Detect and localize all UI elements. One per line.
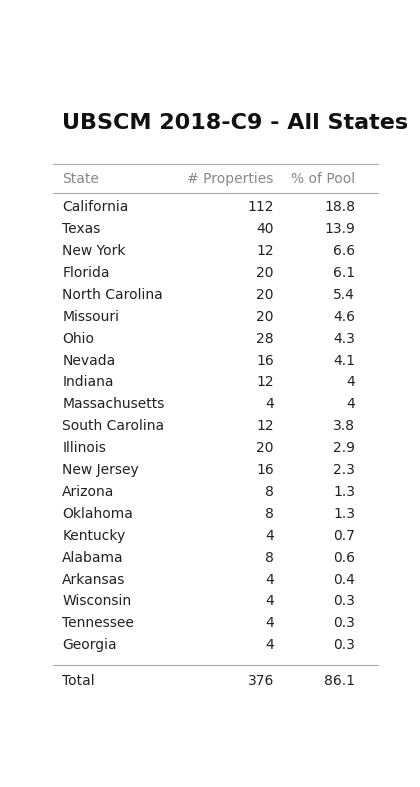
Text: 6.1: 6.1 — [333, 266, 355, 280]
Text: Texas: Texas — [62, 222, 101, 236]
Text: 8: 8 — [265, 551, 274, 564]
Text: 20: 20 — [256, 310, 274, 323]
Text: Georgia: Georgia — [62, 638, 117, 652]
Text: 4: 4 — [265, 594, 274, 608]
Text: Illinois: Illinois — [62, 441, 106, 455]
Text: 20: 20 — [256, 441, 274, 455]
Text: 6.6: 6.6 — [333, 244, 355, 258]
Text: 4: 4 — [346, 375, 355, 390]
Text: 0.7: 0.7 — [333, 529, 355, 543]
Text: 28: 28 — [256, 331, 274, 345]
Text: California: California — [62, 200, 129, 214]
Text: 20: 20 — [256, 288, 274, 301]
Text: Nevada: Nevada — [62, 353, 116, 368]
Text: 4: 4 — [265, 638, 274, 652]
Text: Ohio: Ohio — [62, 331, 94, 345]
Text: 1.3: 1.3 — [333, 507, 355, 521]
Text: 86.1: 86.1 — [324, 674, 355, 689]
Text: 4: 4 — [346, 397, 355, 412]
Text: 4.6: 4.6 — [333, 310, 355, 323]
Text: 3.8: 3.8 — [333, 419, 355, 433]
Text: New Jersey: New Jersey — [62, 463, 139, 477]
Text: Florida: Florida — [62, 266, 110, 280]
Text: Wisconsin: Wisconsin — [62, 594, 131, 608]
Text: 4: 4 — [265, 529, 274, 543]
Text: Total: Total — [62, 674, 95, 689]
Text: 2.9: 2.9 — [333, 441, 355, 455]
Text: 13.9: 13.9 — [324, 222, 355, 236]
Text: 8: 8 — [265, 485, 274, 499]
Text: 20: 20 — [256, 266, 274, 280]
Text: 376: 376 — [247, 674, 274, 689]
Text: 40: 40 — [256, 222, 274, 236]
Text: 2.3: 2.3 — [333, 463, 355, 477]
Text: 8: 8 — [265, 507, 274, 521]
Text: 12: 12 — [256, 244, 274, 258]
Text: Arkansas: Arkansas — [62, 572, 126, 586]
Text: 4: 4 — [265, 397, 274, 412]
Text: UBSCM 2018-C9 - All States: UBSCM 2018-C9 - All States — [62, 113, 408, 133]
Text: 0.4: 0.4 — [333, 572, 355, 586]
Text: State: State — [62, 172, 99, 186]
Text: 4.1: 4.1 — [333, 353, 355, 368]
Text: 0.3: 0.3 — [333, 616, 355, 630]
Text: 16: 16 — [256, 353, 274, 368]
Text: 5.4: 5.4 — [333, 288, 355, 301]
Text: South Carolina: South Carolina — [62, 419, 164, 433]
Text: 1.3: 1.3 — [333, 485, 355, 499]
Text: 4: 4 — [265, 572, 274, 586]
Text: 12: 12 — [256, 375, 274, 390]
Text: Missouri: Missouri — [62, 310, 119, 323]
Text: 4.3: 4.3 — [333, 331, 355, 345]
Text: # Properties: # Properties — [187, 172, 274, 186]
Text: Indiana: Indiana — [62, 375, 114, 390]
Text: 112: 112 — [247, 200, 274, 214]
Text: Arizona: Arizona — [62, 485, 115, 499]
Text: 16: 16 — [256, 463, 274, 477]
Text: 0.3: 0.3 — [333, 594, 355, 608]
Text: % of Pool: % of Pool — [291, 172, 355, 186]
Text: New York: New York — [62, 244, 126, 258]
Text: Oklahoma: Oklahoma — [62, 507, 133, 521]
Text: North Carolina: North Carolina — [62, 288, 163, 301]
Text: 0.6: 0.6 — [333, 551, 355, 564]
Text: 18.8: 18.8 — [324, 200, 355, 214]
Text: 4: 4 — [265, 616, 274, 630]
Text: 12: 12 — [256, 419, 274, 433]
Text: Kentucky: Kentucky — [62, 529, 126, 543]
Text: 0.3: 0.3 — [333, 638, 355, 652]
Text: Alabama: Alabama — [62, 551, 124, 564]
Text: Massachusetts: Massachusetts — [62, 397, 165, 412]
Text: Tennessee: Tennessee — [62, 616, 134, 630]
